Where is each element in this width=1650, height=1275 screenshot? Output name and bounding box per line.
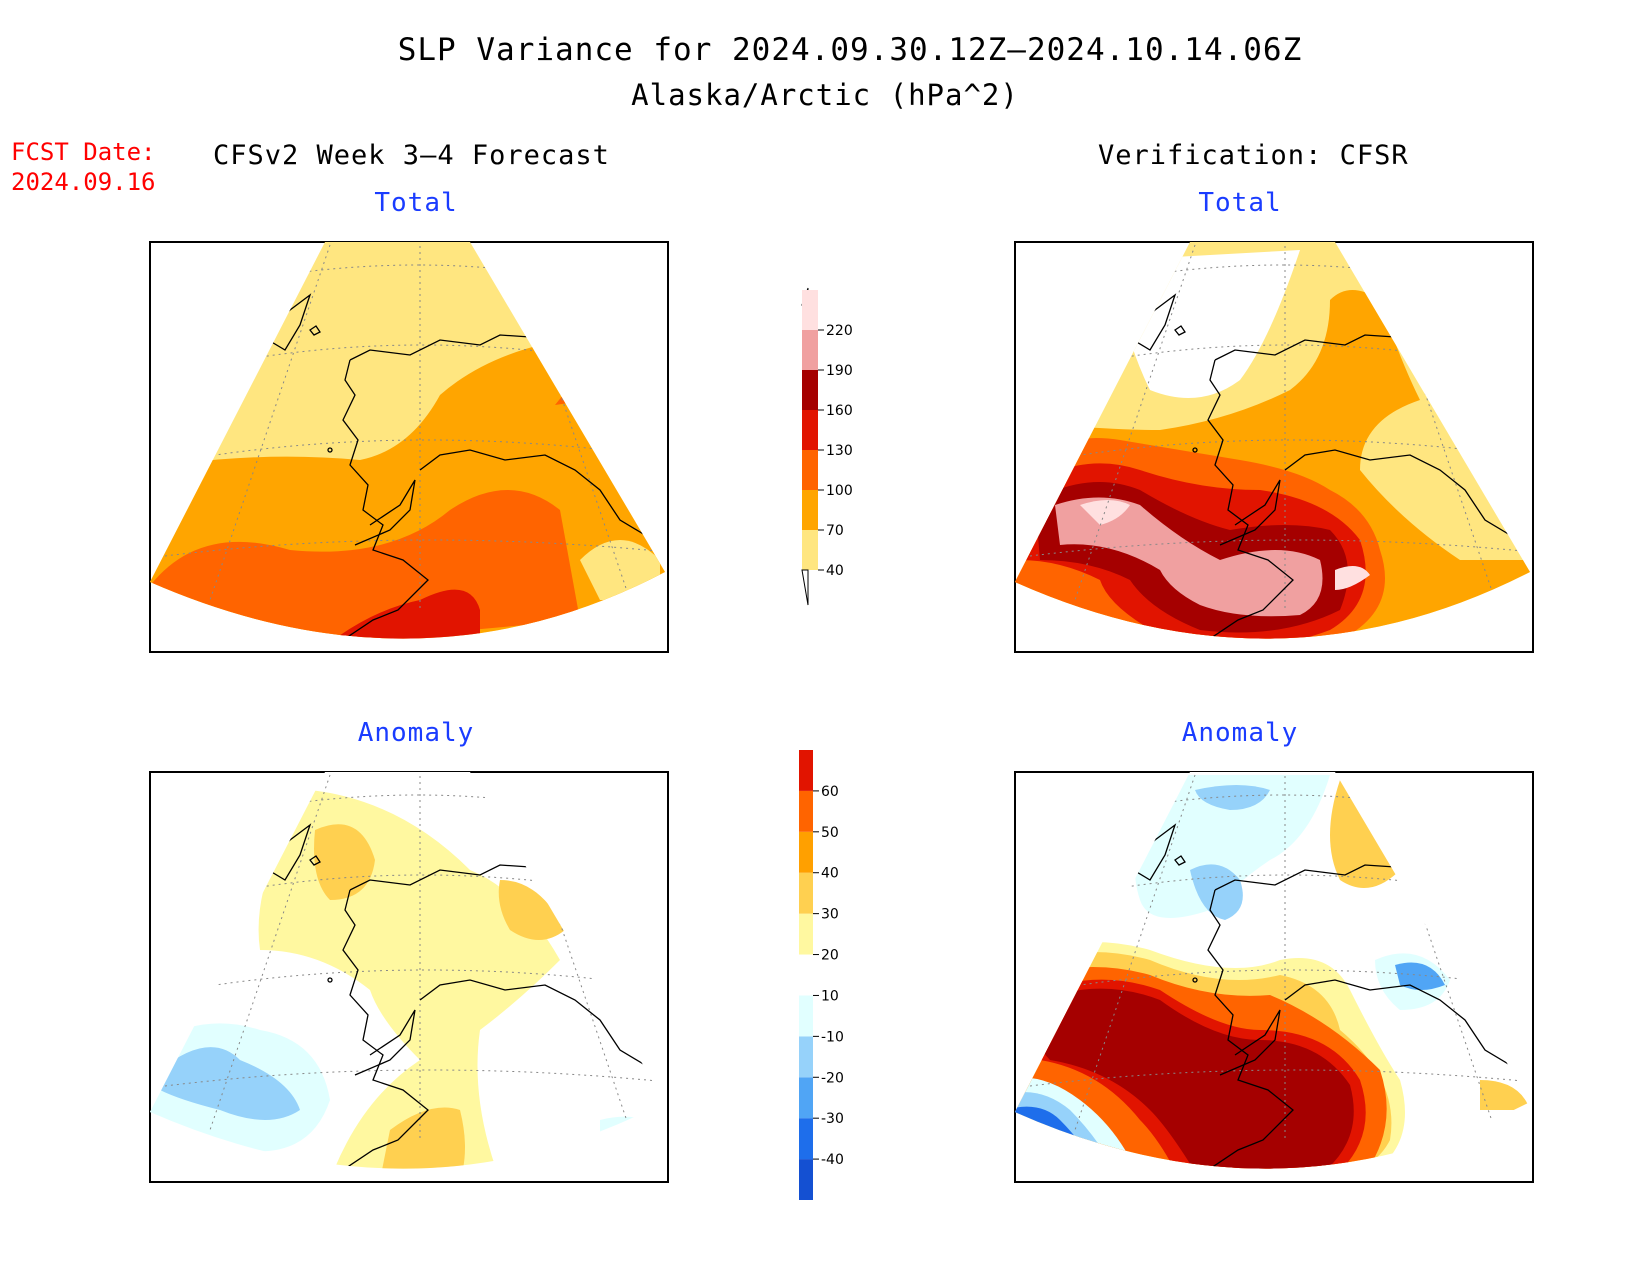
forecast-anomaly-title: Anomaly <box>357 718 475 748</box>
colorbar-total-band <box>802 290 818 330</box>
colorbar-anomaly-label: 50 <box>821 825 839 841</box>
colorbar-anomaly-band <box>799 790 813 832</box>
verification-anomaly-map <box>1015 772 1530 1169</box>
colorbar-total: 40 70 100 130 160 190 220 <box>801 287 853 610</box>
verification-anomaly-title: Anomaly <box>1181 718 1299 748</box>
colorbar-total-band <box>802 490 818 530</box>
forecast-column-header: CFSv2 Week 3—4 Forecast <box>213 140 610 171</box>
colorbar-anomaly-band <box>799 1118 813 1160</box>
colorbar-anomaly-label: -30 <box>821 1111 844 1127</box>
colorbar-anomaly: -40 -30 -20 -10 10 20 30 40 50 60 <box>799 750 844 1200</box>
forecast-anomaly-map <box>150 772 665 1169</box>
colorbar-anomaly-band <box>799 1036 813 1078</box>
colorbar-total-band <box>802 330 818 370</box>
colorbar-anomaly-band <box>799 995 813 1037</box>
colorbar-total-band <box>802 370 818 410</box>
colorbar-anomaly-band <box>799 1077 813 1119</box>
colorbar-anomaly-band <box>799 831 813 873</box>
colorbar-anomaly-label: 10 <box>821 988 839 1004</box>
colorbar-anomaly-band <box>799 750 813 791</box>
colorbar-total-label: 160 <box>826 403 853 419</box>
colorbar-total-label: 100 <box>826 483 853 499</box>
colorbar-anomaly-band <box>799 913 813 955</box>
forecast-total-map <box>150 242 665 639</box>
colorbar-total-label: 220 <box>826 323 853 339</box>
forecast-total-title: Total <box>374 188 458 218</box>
colorbar-total-band <box>802 450 818 490</box>
colorbar-anomaly-label: 20 <box>821 948 839 964</box>
verification-total-title: Total <box>1198 188 1282 218</box>
main-title: SLP Variance for 2024.09.30.12Z—2024.10.… <box>397 32 1303 68</box>
verification-total-map <box>1015 242 1530 639</box>
colorbar-anomaly-label: 30 <box>821 907 839 923</box>
colorbar-anomaly-label: 40 <box>821 866 839 882</box>
fcst-date-label: FCST Date: <box>11 138 156 166</box>
colorbar-anomaly-band <box>799 872 813 914</box>
colorbar-total-label: 190 <box>826 363 853 379</box>
colorbar-total-label: 40 <box>826 563 844 579</box>
colorbar-anomaly-band <box>799 954 813 996</box>
colorbar-total-band <box>802 530 818 570</box>
colorbar-anomaly-label: -10 <box>821 1029 844 1045</box>
colorbar-total-label: 130 <box>826 443 853 459</box>
colorbar-anomaly-label: -20 <box>821 1070 844 1086</box>
colorbar-total-label: 70 <box>826 523 844 539</box>
main-subtitle: Alaska/Arctic (hPa^2) <box>631 78 1019 112</box>
colorbar-anomaly-label: -40 <box>821 1152 844 1168</box>
fcst-date-value: 2024.09.16 <box>11 168 156 196</box>
verification-column-header: Verification: CFSR <box>1098 140 1409 171</box>
colorbar-anomaly-label: 60 <box>821 784 839 800</box>
colorbar-total-band <box>802 410 818 450</box>
